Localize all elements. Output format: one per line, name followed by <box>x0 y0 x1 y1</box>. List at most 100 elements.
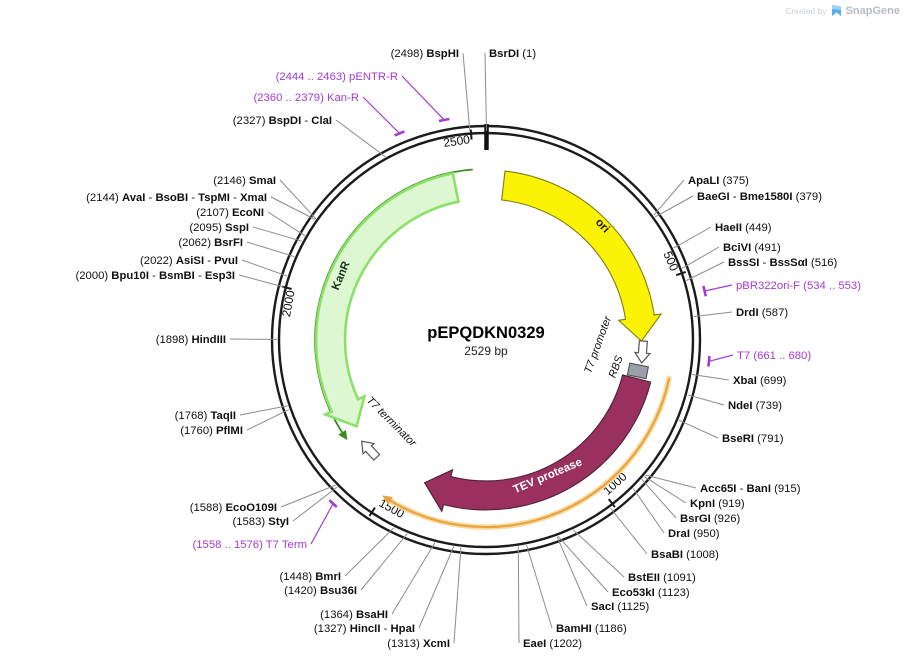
enzyme-label-SmaI: (2146) SmaI <box>213 175 276 187</box>
enzyme-leader-DrdI <box>693 311 733 318</box>
snapgene-logo-icon <box>831 5 841 16</box>
primer-site-pENTR-R <box>438 117 450 123</box>
plasmid-title: pEPQDKN0329 <box>427 324 544 342</box>
enzyme-leader-BsrFI <box>246 241 295 258</box>
enzyme-leader-XbaI <box>692 374 730 381</box>
enzyme-label-BsaBI: BsaBI (1008) <box>651 549 719 561</box>
primer-label-pENTR-R: (2444 .. 2463) pENTR-R <box>276 71 398 83</box>
scale-tick-1000 <box>607 498 616 508</box>
enzyme-leader-Acc65I <box>645 474 697 489</box>
enzyme-leader-Bsu36I <box>360 533 408 591</box>
primer-leader-pBR322ori-F <box>704 284 733 292</box>
enzyme-label-AvaI: (2144) AvaI - BsoBI - TspMI - XmaI <box>86 192 267 204</box>
enzyme-leader-BsrDI <box>484 52 487 132</box>
t7-terminator-glyph <box>361 440 381 461</box>
enzyme-leader-BsaBI <box>610 507 648 555</box>
enzyme-label-Eco53kI: Eco53kI (1123) <box>612 587 690 599</box>
enzyme-leader-BciVI <box>682 246 720 269</box>
enzyme-label-DrdI: DrdI (587) <box>736 307 788 319</box>
enzyme-label-BamHI: BamHI (1186) <box>556 623 627 635</box>
enzyme-leader-BspDI <box>335 119 386 158</box>
enzyme-label-BsaHI: (1364) BsaHI <box>320 609 388 621</box>
enzyme-label-PflMI: (1760) PflMI <box>180 425 243 437</box>
enzyme-leader-XcmI <box>453 547 462 644</box>
scale-tick-1500 <box>368 507 376 517</box>
scale-tick-500 <box>675 270 687 277</box>
enzyme-label-DraI: DraI (950) <box>668 528 720 540</box>
enzyme-label-BaeGI: BaeGI - Bme1580I (379) <box>697 191 822 203</box>
scale-label-2500: 2500 <box>442 132 471 150</box>
enzyme-label-BssSI: BssSI - BssSαI (516) <box>728 257 838 269</box>
primer-leader-T7 Term <box>310 503 334 545</box>
enzyme-label-TaqII: (1768) TaqII <box>175 410 236 422</box>
scale-tick-2500 <box>469 129 473 140</box>
primer-label-pBR322ori-F: pBR322ori-F (534 .. 553) <box>736 280 861 292</box>
enzyme-label-EaeI: EaeI (1202) <box>523 638 582 650</box>
enzyme-leader-BsaHI <box>391 542 436 615</box>
enzyme-label-Bpu10I: (2000) Bpu10I - BsmBI - Esp3I <box>76 270 236 282</box>
t7-terminator-label: T7 terminator <box>364 395 420 451</box>
primer-label-T7 Term: (1558 .. 1576) T7 Term <box>193 539 308 551</box>
primer-site-T7 Term <box>328 499 338 508</box>
t7-transcript-arc-arrowhead <box>382 495 393 505</box>
enzyme-leader-DraI <box>632 488 665 534</box>
t7-promoter-glyph <box>633 340 652 364</box>
kanr-feature-arrow <box>314 171 461 429</box>
enzyme-label-EcoO109I: (1588) EcoO109I <box>190 502 277 514</box>
t7-transcript-arc <box>386 377 671 529</box>
enzyme-label-StyI: (1583) StyI <box>232 516 289 528</box>
enzyme-leader-PflMI <box>246 409 290 431</box>
plasmid-size: 2529 bp <box>464 344 508 358</box>
tev-protease-feature-arrow <box>423 374 652 513</box>
enzyme-leader-EcoO109I <box>280 484 336 508</box>
enzyme-leader-BstEII <box>572 529 625 578</box>
enzyme-leader-BseRI <box>678 419 719 439</box>
enzyme-leader-BmrI <box>344 527 395 577</box>
enzyme-label-BciVI: BciVI (491) <box>723 242 781 254</box>
enzyme-label-NdeI: NdeI (739) <box>728 400 782 412</box>
enzyme-leader-SacI <box>556 536 588 607</box>
enzyme-label-BsrDI: BsrDI (1) <box>489 48 536 60</box>
enzyme-leader-BaeGI <box>654 195 694 218</box>
enzyme-label-XcmI: (1313) XcmI <box>387 638 450 650</box>
enzyme-label-XbaI: XbaI (699) <box>733 375 787 387</box>
enzyme-label-BstEII: BstEII (1091) <box>628 572 696 584</box>
enzyme-leader-StyI <box>292 486 338 522</box>
enzyme-label-SacI: SacI (1125) <box>591 601 649 613</box>
primer-leader-pENTR-R <box>401 75 445 121</box>
primer-leader-T7 <box>708 354 734 362</box>
enzyme-label-HincII: (1327) HincII - HpaI <box>314 623 415 635</box>
enzyme-leader-BamHI <box>526 544 553 629</box>
enzyme-label-BsrGI: BsrGI (926) <box>680 513 741 525</box>
enzyme-leader-TaqII <box>239 405 288 416</box>
snapgene-brand-text: SnapGene <box>845 5 900 17</box>
enzyme-leader-HaeII <box>673 226 712 249</box>
scale-label-2000: 2000 <box>279 289 298 318</box>
enzyme-leader-AsiSI <box>241 259 288 277</box>
primer-site-Kan-R <box>394 130 405 137</box>
enzyme-leader-EcoNI <box>267 211 306 237</box>
enzyme-label-BspHI: (2498) BspHI <box>391 48 459 60</box>
enzyme-leader-HincII <box>418 546 455 629</box>
enzyme-label-HindIII: (1898) HindIII <box>156 334 226 346</box>
primer-leader-Kan-R <box>362 96 400 134</box>
enzyme-leader-ApaLI <box>653 179 685 216</box>
enzyme-label-KpnI: KpnI (919) <box>690 498 745 510</box>
enzyme-leader-SmaI <box>279 179 317 220</box>
enzyme-leader-Bpu10I <box>238 274 284 288</box>
enzyme-label-ApaLI: ApaLI (375) <box>688 175 749 187</box>
primer-label-T7: T7 (661 .. 680) <box>737 350 811 362</box>
enzyme-leader-NdeI <box>687 394 725 406</box>
enzyme-leader-BspHI <box>462 52 471 132</box>
enzyme-label-Acc65I: Acc65I - BanI (915) <box>700 483 801 495</box>
enzyme-label-EcoNI: (2107) EcoNI <box>196 207 264 219</box>
snapgene-watermark: Created by SnapGene <box>785 5 900 17</box>
enzyme-leader-AvaI <box>270 196 316 220</box>
enzyme-label-SspI: (2095) SspI <box>189 222 249 234</box>
enzyme-label-BseRI: BseRI (791) <box>722 433 784 445</box>
enzyme-leader-BsrGI <box>641 478 677 519</box>
enzyme-leader-BssSI <box>686 261 725 281</box>
ori-feature-arrow <box>501 170 663 342</box>
enzyme-leader-SspI <box>252 226 302 242</box>
enzyme-leader-Eco53kI <box>557 535 609 593</box>
